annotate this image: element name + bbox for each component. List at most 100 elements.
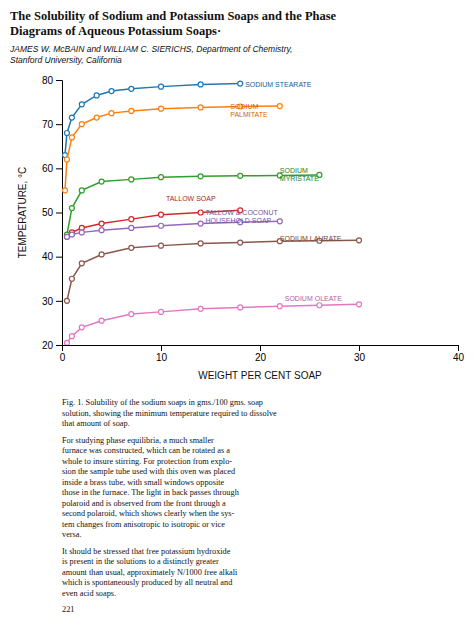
text-line: inside a brass tube, with small windows … (62, 478, 225, 487)
x-axis-label: WEIGHT PER CENT SOAP (198, 370, 322, 381)
text-line: whole to insure stirring. For protection… (62, 457, 232, 466)
x-axis-line (63, 346, 459, 352)
point (277, 304, 282, 309)
x-tick-label: 30 (354, 352, 366, 363)
point (129, 177, 134, 182)
text-line: TALLOW & COCONUT (206, 209, 279, 216)
text-line: furnace was constructed, which can be ro… (62, 446, 230, 455)
text-line: which is spontaneously produced by all n… (62, 578, 233, 587)
y-tick-mark (56, 80, 62, 81)
point (62, 188, 67, 193)
point (79, 261, 84, 266)
text-line: those in the furnace. The light in back … (62, 488, 240, 497)
text-line: even acid soaps. (62, 589, 116, 598)
curve-label: SODIUMPALMITATE (230, 103, 268, 118)
text-line: that amount of soap. (62, 419, 130, 428)
point (99, 318, 104, 323)
point (357, 238, 362, 243)
point (99, 228, 104, 233)
x-tick-mark (359, 345, 360, 351)
point (69, 206, 74, 211)
point (159, 84, 164, 89)
curve-label: TALLOW & COCONUTHOUSEHOLD SOAP (206, 209, 279, 224)
point (79, 230, 84, 235)
y-tick: 30 (42, 296, 62, 307)
point (109, 111, 114, 116)
text-line: SODIUM (280, 167, 308, 174)
x-tick: 40 (453, 345, 465, 363)
point (79, 188, 84, 193)
point (238, 305, 243, 310)
point (159, 175, 164, 180)
y-axis-label: TEMPERATURE, °C (17, 167, 28, 259)
text-line: SODIUM (230, 103, 258, 110)
page-text: Fig. 1. Solubility of the sodium soaps i… (62, 398, 277, 428)
x-tick-label: 10 (156, 352, 168, 363)
text-line: 221 (62, 605, 74, 614)
y-tick: 40 (42, 251, 62, 262)
point (79, 102, 84, 107)
point (238, 240, 243, 245)
series-line (65, 106, 280, 190)
point (357, 302, 362, 307)
title: The Solubility of Sodium and Potassium S… (10, 9, 337, 38)
y-tick-label: 20 (42, 340, 54, 351)
x-tick: 10 (156, 345, 168, 363)
x-tick-label: 0 (60, 352, 66, 363)
point (69, 135, 74, 140)
point (79, 325, 84, 330)
text-line: is present in the solutions to a distinc… (62, 557, 219, 566)
point (69, 334, 74, 339)
point (129, 225, 134, 230)
y-tick-label: 60 (42, 163, 54, 174)
x-tick-label: 20 (255, 352, 267, 363)
point (69, 115, 74, 120)
y-tick-label: 30 (42, 296, 54, 307)
point (64, 298, 69, 303)
point (64, 340, 69, 345)
point (159, 212, 164, 217)
point (129, 86, 134, 91)
y-tick: 20 (42, 340, 62, 351)
x-tick: 0 (60, 345, 66, 363)
curve-label: SODIUMMYRISTATE (280, 167, 319, 182)
text-line: SODIUM OLEATE (285, 295, 342, 302)
text-line: Fig. 1. Solubility of the sodium soaps i… (62, 398, 263, 407)
text-line: PALMITATE (230, 111, 268, 118)
y-tick: 70 (42, 119, 62, 130)
point (94, 93, 99, 98)
page-text: 221 (62, 605, 74, 614)
y-tick-label: 50 (42, 207, 54, 218)
point (69, 276, 74, 281)
y-tick-label: 70 (42, 119, 54, 130)
point (159, 106, 164, 111)
point (198, 105, 203, 110)
point (317, 303, 322, 308)
text-line: solution, showing the minimum temperatur… (62, 409, 277, 418)
point (198, 221, 203, 226)
y-tick-label: 80 (42, 75, 54, 86)
point (198, 306, 203, 311)
chart: The Solubility of Sodium and Potassium S… (0, 0, 474, 632)
point (129, 108, 134, 113)
point (99, 252, 104, 257)
text-line: polaroid and is observed from the front … (62, 499, 226, 508)
point (99, 179, 104, 184)
text-line: Diagrams of Aqueous Potassium Soaps· (10, 24, 221, 38)
point (198, 174, 203, 179)
y-tick-mark (56, 301, 62, 302)
curve-label: SODIUM OLEATE (285, 295, 342, 302)
y-tick-mark (56, 124, 62, 125)
y-tick-mark (56, 168, 62, 169)
x-tick-mark (260, 345, 261, 351)
point (159, 243, 164, 248)
point (159, 223, 164, 228)
text-line: MYRISTATE (280, 175, 319, 182)
annotations: SODIUM STEARATESODIUMPALMITATESODIUMMYRI… (62, 81, 342, 614)
text-line: amount than usual, approximately N/1000 … (62, 568, 238, 577)
point (277, 219, 282, 224)
point (64, 157, 69, 162)
curve-label: SODIUM LAURATE (280, 235, 342, 242)
point (69, 232, 74, 237)
y-tick-mark (56, 345, 62, 346)
